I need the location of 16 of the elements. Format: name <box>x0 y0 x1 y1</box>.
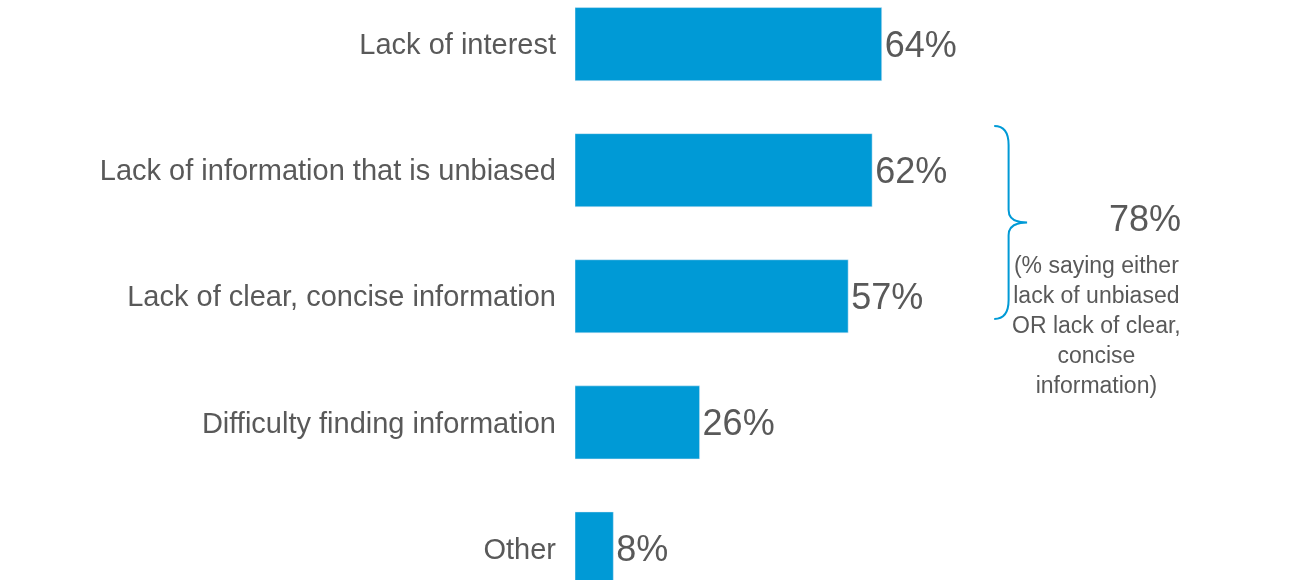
data-label: 57% <box>851 275 924 317</box>
y-tick-label: Lack of interest <box>359 28 556 61</box>
y-tick-label: Lack of information that is unbiased <box>99 154 556 187</box>
bar <box>575 259 849 334</box>
bar <box>575 7 882 81</box>
text: (% saying either lack of unbiased OR lack of clear, concise information) <box>1012 252 1181 398</box>
data-label: 62% <box>875 149 948 191</box>
y-tick-label: Other <box>483 532 557 565</box>
bar <box>575 133 873 208</box>
data-label: 26% <box>702 401 775 443</box>
bar <box>575 385 700 460</box>
text: 78% <box>1109 198 1182 239</box>
y-tick-label: Difficulty finding information <box>201 406 556 439</box>
data-label: 64% <box>884 23 957 65</box>
data-label: 8% <box>616 527 669 569</box>
y-tick-label: Lack of clear, concise information <box>127 280 556 313</box>
